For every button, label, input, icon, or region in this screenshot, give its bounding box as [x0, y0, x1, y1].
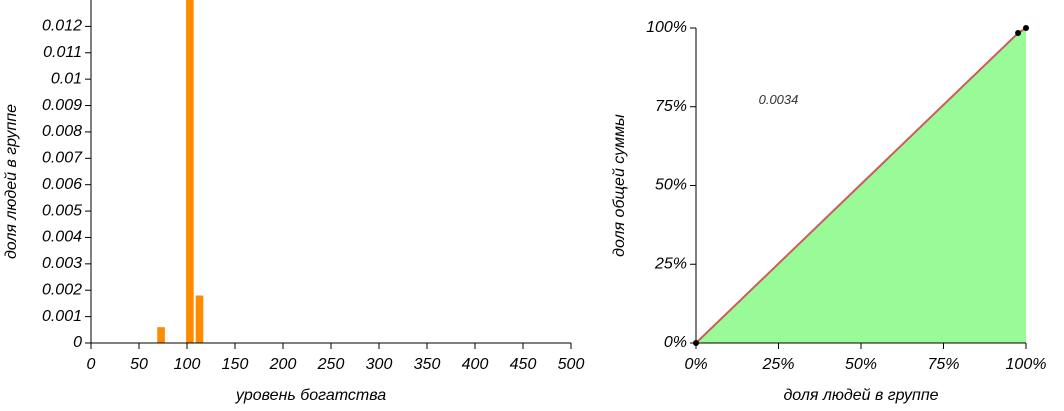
x-tick-label: 100 [174, 356, 201, 373]
x-tick-label: 75% [927, 356, 959, 373]
x-tick-label: 500 [558, 356, 585, 373]
y-tick-label: 0.01 [51, 70, 82, 87]
x-tick-label: 250 [317, 356, 345, 373]
y-tick-label: 0.005 [42, 202, 82, 219]
y-tick-label: 0.003 [42, 255, 82, 272]
x-tick-label: 300 [366, 356, 393, 373]
y-tick-label: 0 [73, 334, 82, 351]
y-axis-label: доля людей в группе [3, 104, 20, 259]
bars [157, 0, 204, 343]
bar [157, 327, 165, 343]
y-tick-label: 0.008 [42, 123, 82, 140]
y-tick-label: 0.002 [42, 281, 82, 298]
y-tick-label: 25% [654, 255, 687, 272]
y-tick-label: 0.007 [42, 150, 83, 167]
x-tick-label: 450 [510, 356, 537, 373]
point [1015, 30, 1022, 37]
bar [195, 295, 204, 343]
y-tick-label: 0.012 [42, 18, 82, 35]
bar [186, 0, 194, 343]
x-tick-label: 25% [761, 356, 794, 373]
x-tick-label: 350 [414, 356, 441, 373]
x-tick-label: 0 [87, 356, 96, 373]
x-axis-label: доля людей в группе [783, 387, 938, 404]
x-tick-label: 50 [130, 356, 148, 373]
y-tick-label: 0.009 [42, 97, 82, 114]
y-axis-label: доля общей суммы [611, 114, 628, 257]
x-tick-label: 150 [222, 356, 249, 373]
y-tick-label: 0.006 [42, 176, 82, 193]
y-tick-label: 50% [655, 177, 687, 194]
annotation: 0.0034 [759, 92, 799, 107]
plot [157, 0, 204, 343]
y-tick-label: 0.001 [42, 308, 82, 325]
x-tick-label: 200 [269, 356, 297, 373]
x-tick-label: 0% [684, 356, 707, 373]
y-tick-label: 75% [655, 98, 687, 115]
y-tick-label: 0% [664, 334, 687, 351]
x-tick-label: 400 [462, 356, 489, 373]
y-tick-label: 0.004 [42, 229, 82, 246]
y-tick-label: 100% [646, 19, 687, 36]
point [1023, 25, 1029, 31]
x-tick-label: 100% [1006, 356, 1047, 373]
x-axis-label: уровень богатства [235, 387, 386, 404]
x-tick-label: 50% [845, 356, 877, 373]
plot: 0.0034 [693, 25, 1029, 346]
y-tick-label: 0.011 [43, 44, 82, 61]
